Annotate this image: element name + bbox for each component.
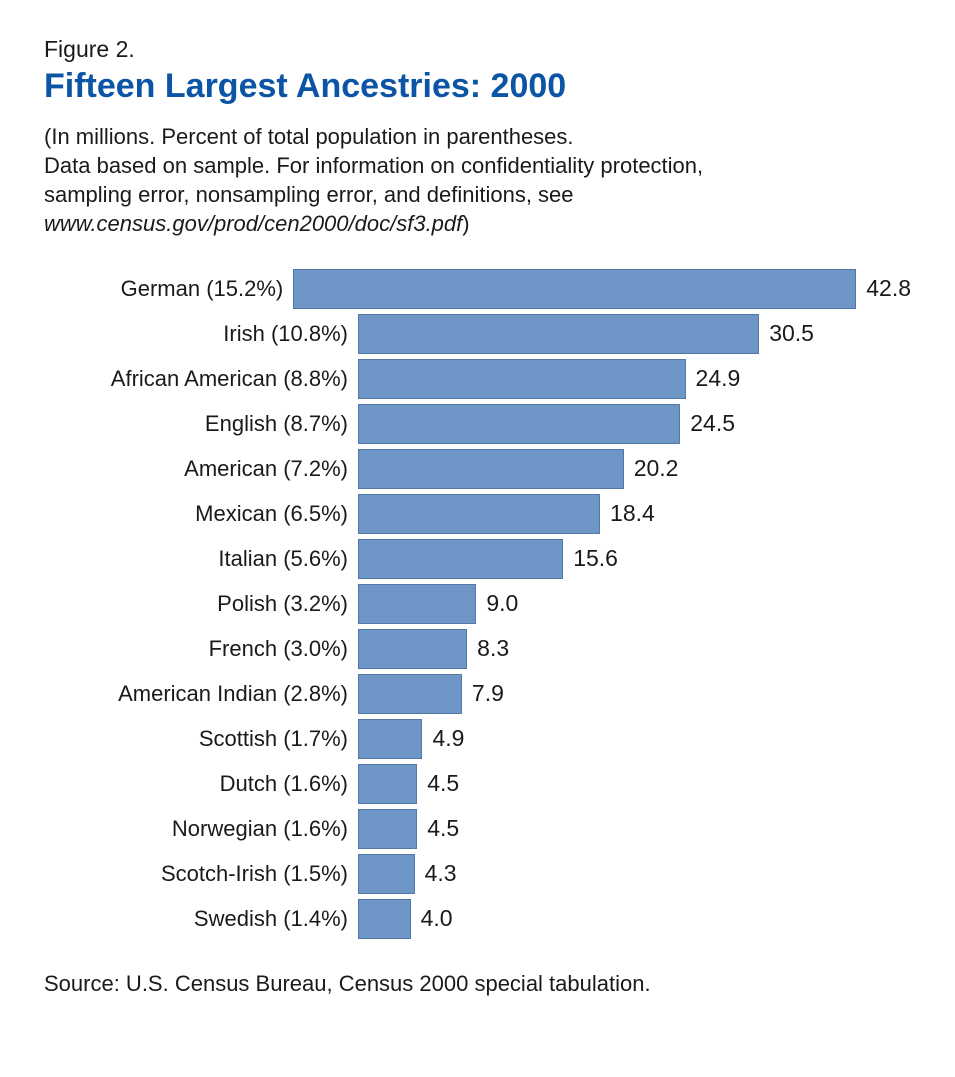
bar-label: Swedish (1.4%) [44,906,358,932]
caption-line: sampling error, nonsampling error, and d… [44,182,574,207]
bar [358,494,600,534]
bar-cell: 18.4 [358,494,911,534]
bar-chart: German (15.2%) 42.8 Irish (10.8%) 30.5 Afric… [44,266,911,941]
bar-cell: 42.8 [293,269,911,309]
bar [358,584,476,624]
bar [358,404,680,444]
bar-label: Italian (5.6%) [44,546,358,572]
bar-value: 4.5 [427,815,459,842]
bar-value: 4.3 [425,860,457,887]
bar-cell: 4.5 [358,809,911,849]
bar-row: Norwegian (1.6%) 4.5 [44,806,911,851]
bar-cell: 9.0 [358,584,911,624]
bar-row: German (15.2%) 42.8 [44,266,911,311]
bar [358,449,624,489]
bar-cell: 24.9 [358,359,911,399]
bar-row: American (7.2%) 20.2 [44,446,911,491]
figure-label: Figure 2. [44,36,911,63]
bar-row: Mexican (6.5%) 18.4 [44,491,911,536]
bar-value: 18.4 [610,500,655,527]
caption-line: (In millions. Percent of total populatio… [44,124,574,149]
bar-value: 4.5 [427,770,459,797]
bar [358,719,422,759]
bar-row: Italian (5.6%) 15.6 [44,536,911,581]
bar-label: Mexican (6.5%) [44,501,358,527]
bar-value: 7.9 [472,680,504,707]
bar-label: French (3.0%) [44,636,358,662]
bar-cell: 8.3 [358,629,911,669]
bar-row: Scotch-Irish (1.5%) 4.3 [44,851,911,896]
bar [358,359,686,399]
bar-cell: 4.5 [358,764,911,804]
bar-value: 8.3 [477,635,509,662]
figure-source: Source: U.S. Census Bureau, Census 2000 … [44,971,911,997]
bar-row: African American (8.8%) 24.9 [44,356,911,401]
bar-label: American Indian (2.8%) [44,681,358,707]
bar-cell: 4.9 [358,719,911,759]
bar-label: Irish (10.8%) [44,321,358,347]
bar-row: Scottish (1.7%) 4.9 [44,716,911,761]
figure-title: Fifteen Largest Ancestries: 2000 [44,67,911,106]
bar-value: 24.5 [690,410,735,437]
bar [358,629,467,669]
figure-caption: (In millions. Percent of total populatio… [44,122,911,238]
bar-label: German (15.2%) [44,276,293,302]
bar-label: Dutch (1.6%) [44,771,358,797]
bar-label: African American (8.8%) [44,366,358,392]
bar-value: 20.2 [634,455,679,482]
bar [358,854,415,894]
bar-cell: 30.5 [358,314,911,354]
bar-row: Swedish (1.4%) 4.0 [44,896,911,941]
bar [358,809,417,849]
bar-cell: 20.2 [358,449,911,489]
bar [358,314,759,354]
bar [358,764,417,804]
figure-container: Figure 2. Fifteen Largest Ancestries: 20… [0,0,955,1057]
bar-row: Polish (3.2%) 9.0 [44,581,911,626]
caption-line: Data based on sample. For information on… [44,153,703,178]
bar-row: Irish (10.8%) 30.5 [44,311,911,356]
bar-label: English (8.7%) [44,411,358,437]
bar-value: 15.6 [573,545,618,572]
bar-label: Scotch-Irish (1.5%) [44,861,358,887]
bar-row: French (3.0%) 8.3 [44,626,911,671]
bar-value: 4.9 [432,725,464,752]
bar-label: Polish (3.2%) [44,591,358,617]
bar [358,674,462,714]
bar [358,899,411,939]
bar-value: 42.8 [866,275,911,302]
bar-label: Scottish (1.7%) [44,726,358,752]
bar-value: 9.0 [486,590,518,617]
bar-label: Norwegian (1.6%) [44,816,358,842]
bar-row: English (8.7%) 24.5 [44,401,911,446]
bar-value: 30.5 [769,320,814,347]
bar [293,269,856,309]
bar-cell: 4.3 [358,854,911,894]
caption-url: www.census.gov/prod/cen2000/doc/sf3.pdf [44,211,462,236]
bar-cell: 7.9 [358,674,911,714]
bar-value: 24.9 [696,365,741,392]
bar-value: 4.0 [421,905,453,932]
bar-cell: 4.0 [358,899,911,939]
bar-cell: 24.5 [358,404,911,444]
caption-close: ) [462,211,469,236]
bar [358,539,563,579]
bar-cell: 15.6 [358,539,911,579]
bar-label: American (7.2%) [44,456,358,482]
bar-row: American Indian (2.8%) 7.9 [44,671,911,716]
bar-row: Dutch (1.6%) 4.5 [44,761,911,806]
